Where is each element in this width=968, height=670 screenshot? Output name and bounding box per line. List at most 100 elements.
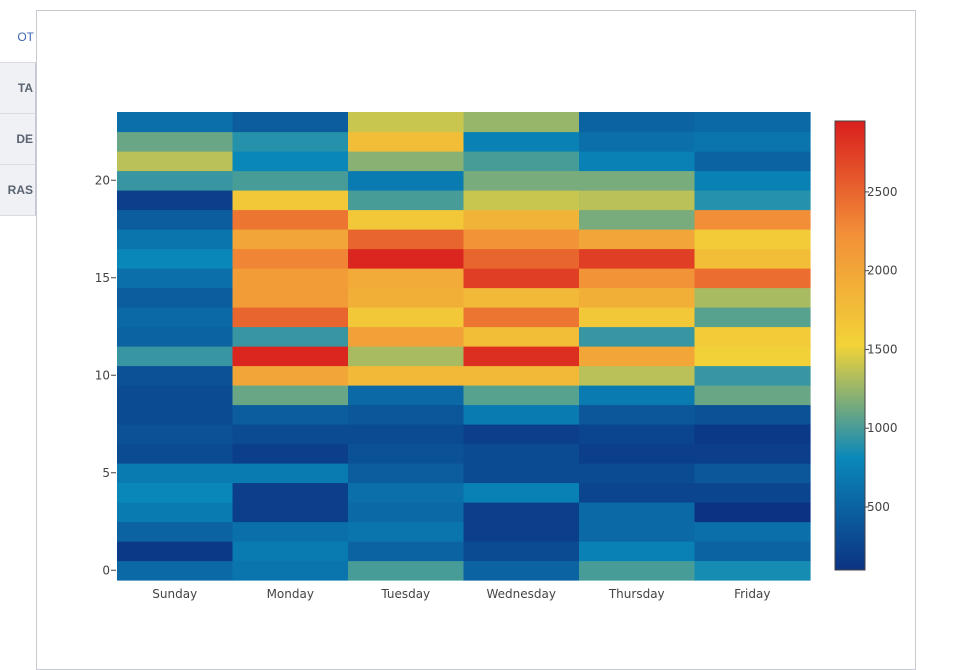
tab-code[interactable]: DE: [0, 114, 36, 165]
heatmap-cell[interactable]: [579, 229, 696, 250]
heatmap-cell[interactable]: [694, 190, 811, 211]
heatmap-cell[interactable]: [232, 365, 349, 386]
heatmap-cell[interactable]: [694, 560, 811, 581]
heatmap-cell[interactable]: [117, 287, 234, 308]
heatmap-cell[interactable]: [694, 502, 811, 523]
heatmap-cell[interactable]: [694, 541, 811, 562]
heatmap-cell[interactable]: [232, 541, 349, 562]
heatmap-cell[interactable]: [694, 112, 811, 133]
heatmap-cell[interactable]: [117, 560, 234, 581]
heatmap-cell[interactable]: [579, 287, 696, 308]
heatmap-cell[interactable]: [463, 424, 580, 445]
heatmap-cell[interactable]: [117, 229, 234, 250]
heatmap-cell[interactable]: [579, 424, 696, 445]
heatmap-cell[interactable]: [694, 365, 811, 386]
heatmap-cell[interactable]: [463, 131, 580, 152]
heatmap-cell[interactable]: [232, 424, 349, 445]
heatmap-cell[interactable]: [117, 541, 234, 562]
heatmap-cell[interactable]: [463, 209, 580, 230]
heatmap-cell[interactable]: [694, 521, 811, 542]
heatmap-cell[interactable]: [348, 385, 465, 406]
heatmap-cell[interactable]: [348, 170, 465, 191]
heatmap-cell[interactable]: [694, 307, 811, 328]
heatmap-cell[interactable]: [117, 151, 234, 172]
heatmap-cell[interactable]: [579, 443, 696, 464]
heatmap-cell[interactable]: [463, 404, 580, 425]
heatmap-cell[interactable]: [463, 112, 580, 133]
heatmap-cell[interactable]: [348, 521, 465, 542]
heatmap-cell[interactable]: [463, 170, 580, 191]
heatmap-cell[interactable]: [348, 424, 465, 445]
heatmap-cell[interactable]: [348, 209, 465, 230]
heatmap-cell[interactable]: [463, 287, 580, 308]
heatmap-cell[interactable]: [463, 229, 580, 250]
heatmap-cell[interactable]: [232, 560, 349, 581]
heatmap-cell[interactable]: [463, 326, 580, 347]
heatmap-cell[interactable]: [117, 190, 234, 211]
heatmap-cell[interactable]: [694, 463, 811, 484]
heatmap-cell[interactable]: [348, 151, 465, 172]
heatmap-cell[interactable]: [579, 346, 696, 367]
heatmap-cell[interactable]: [694, 424, 811, 445]
heatmap-cell[interactable]: [348, 482, 465, 503]
heatmap-cell[interactable]: [463, 268, 580, 289]
heatmap-cell[interactable]: [117, 268, 234, 289]
heatmap-cell[interactable]: [348, 268, 465, 289]
heatmap-cell[interactable]: [463, 482, 580, 503]
heatmap-cell[interactable]: [579, 268, 696, 289]
heatmap-cell[interactable]: [117, 346, 234, 367]
heatmap-cell[interactable]: [232, 443, 349, 464]
heatmap-cell[interactable]: [579, 365, 696, 386]
tab-plot[interactable]: OT: [0, 12, 36, 63]
heatmap-cell[interactable]: [348, 560, 465, 581]
heatmap-cell[interactable]: [117, 248, 234, 269]
heatmap-cell[interactable]: [232, 209, 349, 230]
heatmap-cell[interactable]: [579, 151, 696, 172]
heatmap-cell[interactable]: [117, 326, 234, 347]
heatmap-cell[interactable]: [579, 326, 696, 347]
heatmap-cell[interactable]: [232, 326, 349, 347]
heatmap-cell[interactable]: [463, 385, 580, 406]
heatmap-cell[interactable]: [463, 190, 580, 211]
heatmap-cell[interactable]: [232, 346, 349, 367]
heatmap-cell[interactable]: [463, 307, 580, 328]
heatmap-cell[interactable]: [579, 385, 696, 406]
heatmap-cell[interactable]: [117, 463, 234, 484]
heatmap-cell[interactable]: [117, 502, 234, 523]
heatmap-cell[interactable]: [579, 463, 696, 484]
heatmap-cell[interactable]: [694, 385, 811, 406]
heatmap-cell[interactable]: [232, 170, 349, 191]
heatmap-cell[interactable]: [117, 443, 234, 464]
heatmap-cell[interactable]: [232, 287, 349, 308]
heatmap-cell[interactable]: [579, 560, 696, 581]
heatmap-cell[interactable]: [117, 404, 234, 425]
heatmap-cell[interactable]: [232, 502, 349, 523]
heatmap-cell[interactable]: [694, 482, 811, 503]
heatmap-cell[interactable]: [579, 482, 696, 503]
heatmap-cell[interactable]: [463, 443, 580, 464]
heatmap-cell[interactable]: [694, 404, 811, 425]
tab-extras[interactable]: RAS: [0, 165, 36, 216]
heatmap-cell[interactable]: [117, 482, 234, 503]
heatmap-cell[interactable]: [348, 502, 465, 523]
heatmap-cell[interactable]: [232, 229, 349, 250]
tab-data[interactable]: TA: [0, 63, 36, 114]
heatmap-cell[interactable]: [579, 209, 696, 230]
heatmap-cell[interactable]: [232, 131, 349, 152]
heatmap-cell[interactable]: [232, 482, 349, 503]
heatmap-cell[interactable]: [694, 346, 811, 367]
heatmap-cell[interactable]: [463, 502, 580, 523]
heatmap-cell[interactable]: [117, 365, 234, 386]
heatmap-cell[interactable]: [348, 443, 465, 464]
heatmap-cell[interactable]: [348, 190, 465, 211]
heatmap-cell[interactable]: [463, 151, 580, 172]
heatmap-cell[interactable]: [117, 209, 234, 230]
heatmap-cell[interactable]: [117, 521, 234, 542]
heatmap-cell[interactable]: [694, 443, 811, 464]
heatmap-cell[interactable]: [117, 307, 234, 328]
heatmap-cell[interactable]: [232, 151, 349, 172]
heatmap-cell[interactable]: [579, 521, 696, 542]
heatmap-cell[interactable]: [694, 287, 811, 308]
heatmap-cell[interactable]: [694, 229, 811, 250]
heatmap-cell[interactable]: [579, 131, 696, 152]
